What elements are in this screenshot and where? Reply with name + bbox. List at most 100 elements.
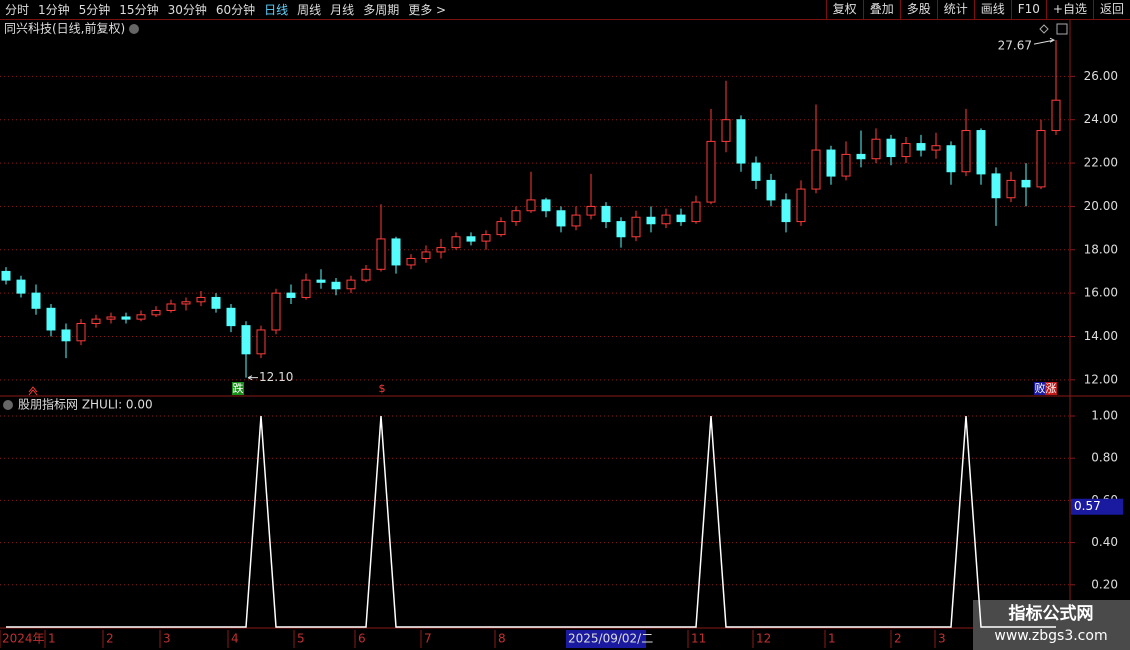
- annotation-arrow: [247, 375, 258, 381]
- period-tab[interactable]: 1分钟: [38, 3, 70, 17]
- time-label: 5: [297, 632, 305, 646]
- candle-body: [646, 216, 656, 225]
- candle-body: [586, 205, 596, 216]
- indicator-title: 股朋指标网 ZHULI: 0.00: [18, 397, 153, 412]
- candle-body: [931, 145, 941, 151]
- time-label: 1: [828, 632, 836, 646]
- action-buttons: 复权 叠加 多股 统计 画线 F10 +自选 返回: [825, 0, 1130, 20]
- period-tab[interactable]: 5分钟: [78, 3, 111, 17]
- period-tab[interactable]: 15分钟: [119, 3, 159, 17]
- time-label: 2: [894, 632, 902, 646]
- candle-body: [541, 199, 551, 212]
- candle-body: [571, 214, 581, 227]
- candle-body: [91, 318, 101, 324]
- candle-body: [616, 221, 626, 238]
- candle-body: [331, 281, 341, 290]
- period-tab[interactable]: 月线: [330, 3, 355, 17]
- action-button[interactable]: 多股: [899, 0, 937, 20]
- candle-body: [106, 316, 116, 320]
- action-button[interactable]: 统计: [936, 0, 974, 20]
- candle-body: [46, 307, 56, 331]
- time-label: 1: [48, 632, 56, 646]
- watermark-title: 指标公式网: [1009, 603, 1094, 624]
- action-button[interactable]: 复权: [825, 0, 863, 20]
- action-button[interactable]: 叠加: [862, 0, 900, 20]
- period-tab[interactable]: 60分钟: [215, 3, 256, 17]
- time-label: 11: [691, 632, 706, 646]
- candle-body: [721, 119, 731, 142]
- icon[interactable]: [1039, 24, 1049, 34]
- candle-body: [796, 188, 806, 223]
- signal-label: $: [379, 382, 386, 395]
- candle-body: [916, 143, 926, 151]
- time-label: 4: [231, 632, 239, 646]
- candle-body: [376, 238, 386, 270]
- signal-box: [1045, 382, 1057, 395]
- period-tab[interactable]: 周线: [297, 3, 322, 17]
- action-button[interactable]: +自选: [1045, 0, 1093, 20]
- candle-body: [496, 221, 506, 236]
- period-tab[interactable]: 更多 >: [408, 3, 447, 17]
- candle-body: [1021, 179, 1031, 188]
- candle-body: [991, 173, 1001, 199]
- y-tick-label: 16.00: [1084, 286, 1118, 300]
- candle-body: [151, 309, 161, 316]
- signal-label: 跌: [233, 381, 244, 395]
- candle-body: [1006, 179, 1016, 199]
- candle-body: [736, 119, 746, 164]
- y-tick-label: 14.00: [1084, 329, 1118, 343]
- period-tab[interactable]: 多周期: [363, 3, 400, 17]
- candle-body: [706, 140, 716, 203]
- candle-body: [196, 296, 206, 303]
- candle-body: [856, 153, 866, 160]
- action-button[interactable]: 画线: [973, 0, 1011, 20]
- candle-body: [256, 329, 266, 355]
- watermark-url: www.zbgs3.com: [994, 628, 1107, 644]
- candle-body: [976, 130, 986, 175]
- y-tick-label: 0.40: [1091, 535, 1118, 549]
- low-annotation: 12.10: [259, 370, 293, 384]
- candle-body: [61, 329, 71, 342]
- candle-body: [406, 257, 416, 266]
- y-tick-label: 22.00: [1084, 156, 1118, 170]
- time-label: 3: [938, 632, 946, 646]
- candle-body: [811, 149, 821, 190]
- time-label: 8: [498, 632, 506, 646]
- candle-body: [901, 143, 911, 158]
- candle-body: [271, 292, 281, 331]
- candle-body: [16, 279, 26, 294]
- menu-icon[interactable]: [129, 24, 139, 34]
- action-button[interactable]: 返回: [1092, 0, 1130, 20]
- candle-body: [751, 162, 761, 181]
- candle-body: [676, 214, 686, 223]
- action-button[interactable]: F10: [1010, 0, 1046, 20]
- menu-icon[interactable]: [3, 400, 13, 410]
- candle-body: [1051, 99, 1061, 132]
- y-tick-label: 26.00: [1084, 69, 1118, 83]
- candle-body: [826, 149, 836, 177]
- candle-body: [886, 138, 896, 158]
- period-tab[interactable]: 30分钟: [167, 3, 207, 17]
- candle-body: [76, 322, 86, 342]
- candle-body: [526, 199, 536, 212]
- y-tick-label: 0.80: [1091, 451, 1118, 465]
- high-annotation: 27.67: [998, 39, 1032, 53]
- period-tab[interactable]: 分时: [5, 3, 30, 17]
- candle-body: [451, 236, 461, 249]
- candle-body: [211, 296, 221, 309]
- candle-body: [1036, 130, 1046, 188]
- candle-body: [346, 279, 356, 290]
- period-tabs: 分时 1分钟 5分钟 15分钟 30分钟 60分钟 日线 周线 月线 多周期 更多 >: [0, 0, 450, 19]
- candle-body: [316, 279, 326, 283]
- time-label: 2: [106, 632, 114, 646]
- candle-body: [691, 201, 701, 223]
- y-tick-label: 0.20: [1091, 577, 1118, 591]
- candle-body: [781, 199, 791, 223]
- cursor-date: 2025/09/02/二: [568, 632, 653, 646]
- candle-body: [631, 216, 641, 238]
- candle-body: [241, 325, 251, 355]
- icon[interactable]: [1056, 23, 1068, 35]
- period-tab[interactable]: 日线: [264, 3, 289, 17]
